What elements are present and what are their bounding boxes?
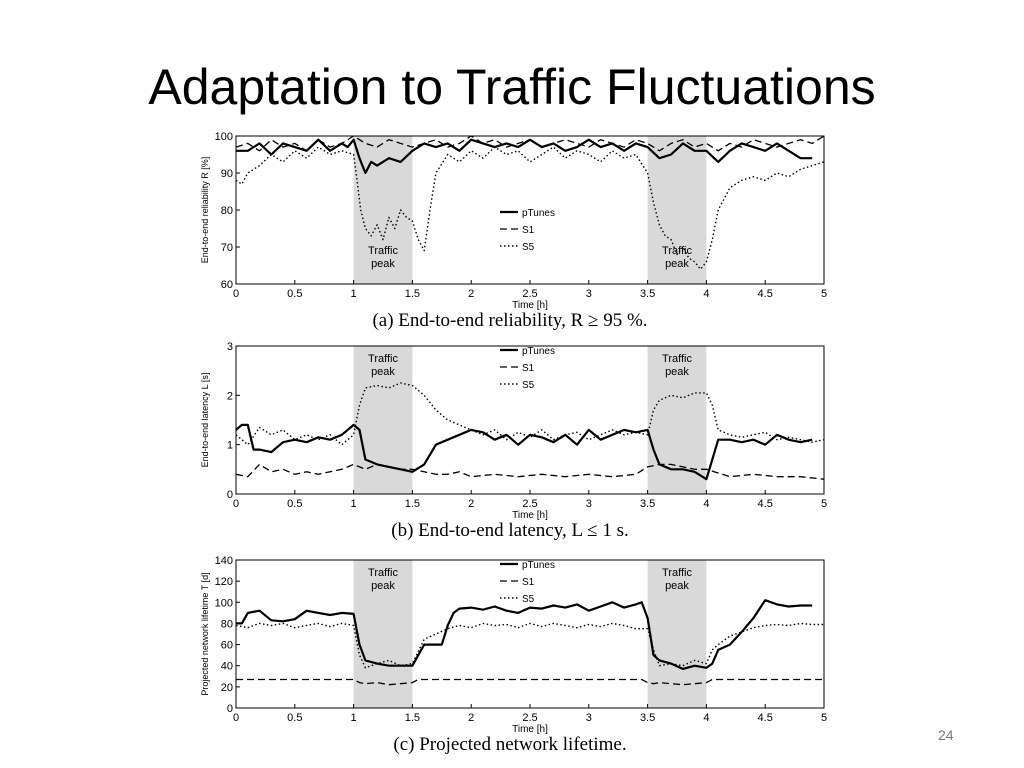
reliability-caption: (a) End-to-end reliability, R ≥ 95 %.	[372, 310, 648, 331]
x-tick-label: 1	[351, 712, 357, 724]
series-line-ptunes	[236, 138, 813, 175]
x-tick-label: 0.5	[287, 288, 302, 300]
latency-caption: (b) End-to-end latency, L ≤ 1 s.	[391, 520, 629, 541]
x-tick-label: 0.5	[287, 712, 302, 724]
series-line-ptunes	[236, 599, 813, 671]
x-tick-label: 1.5	[405, 712, 420, 724]
y-tick-label: 60	[221, 279, 233, 291]
y-axis-label: End-to-end reliability R [%]	[200, 157, 210, 264]
x-tick-label: 2	[468, 288, 474, 300]
y-tick-label: 70	[221, 242, 233, 254]
x-tick-label: 4.5	[758, 498, 773, 510]
x-tick-label: 2.5	[522, 498, 537, 510]
x-tick-label: 1	[351, 498, 357, 510]
y-tick-label: 140	[215, 555, 233, 567]
x-tick-label: 4	[703, 288, 709, 300]
legend-label-s1: S1	[522, 225, 535, 236]
legend-label-ptunes: pTunes	[522, 560, 555, 571]
traffic-peak-label: peak	[371, 580, 395, 592]
x-axis-label: Time [h]	[512, 724, 548, 735]
x-tick-label: 4.5	[758, 712, 773, 724]
lifetime-caption: (c) Projected network lifetime.	[393, 734, 627, 755]
panel-reliability: Traffic peak Traffic peak 0 0.5 1 1.5 2 2.5 3 3.5 4 4…	[180, 131, 840, 332]
y-tick-label: 0	[227, 489, 233, 501]
x-tick-label: 0	[233, 288, 239, 300]
traffic-peak-label: Traffic	[368, 353, 398, 365]
x-tick-label: 4	[703, 498, 709, 510]
y-tick-label: 0	[227, 703, 233, 715]
y-tick-label: 100	[215, 597, 233, 609]
traffic-peak-label: peak	[665, 258, 689, 270]
traffic-peak-label: peak	[371, 258, 395, 270]
x-tick-label: 2	[468, 498, 474, 510]
x-tick-label: 3.5	[640, 288, 655, 300]
y-tick-label: 120	[215, 576, 233, 588]
legend-label-s1: S1	[522, 577, 535, 588]
slide-title: Adaptation to Traffic Fluctuations	[148, 59, 876, 115]
series-line-s5	[235, 622, 824, 669]
x-tick-label: 3.5	[640, 498, 655, 510]
y-tick-label: 100	[215, 131, 233, 143]
legend-label-s5: S5	[522, 594, 535, 605]
x-tick-label: 4.5	[758, 288, 773, 300]
series-line-s1	[235, 463, 825, 480]
legend-label-ptunes: pTunes	[522, 208, 555, 219]
traffic-peak-region	[647, 136, 707, 284]
traffic-peak-label: peak	[371, 366, 395, 378]
x-tick-label: 5	[821, 288, 827, 300]
page-number: 24	[938, 727, 954, 743]
x-axis-label: Time [h]	[512, 510, 548, 521]
x-tick-label: 2	[468, 712, 474, 724]
y-tick-label: 20	[221, 682, 233, 694]
panel-latency: Traffic peak Traffic peak 0 0.5 1 1.5 2 2.5 3 3.5 4 4…	[180, 341, 840, 542]
x-tick-label: 1.5	[405, 498, 420, 510]
legend-label-s5: S5	[522, 380, 535, 391]
traffic-peak-label: Traffic	[662, 567, 692, 579]
x-tick-label: 3.5	[640, 712, 655, 724]
traffic-peak-label: Traffic	[662, 245, 692, 257]
legend-label-s1: S1	[522, 363, 535, 374]
traffic-peak-label: Traffic	[368, 567, 398, 579]
x-tick-label: 3	[586, 498, 592, 510]
series-line-s1	[235, 135, 825, 152]
y-tick-label: 2	[227, 390, 233, 402]
x-tick-label: 5	[821, 498, 827, 510]
y-tick-label: 90	[221, 168, 233, 180]
legend-label-s5: S5	[522, 242, 535, 253]
x-tick-label: 2.5	[522, 288, 537, 300]
y-tick-label: 40	[221, 661, 233, 673]
traffic-peak-label: Traffic	[662, 353, 692, 365]
series-line-s5	[235, 146, 825, 270]
y-tick-label: 60	[221, 640, 233, 652]
series-line-s1	[236, 678, 824, 686]
y-tick-label: 1	[227, 440, 233, 452]
x-tick-label: 4	[703, 712, 709, 724]
x-tick-label: 0	[233, 498, 239, 510]
x-tick-label: 3	[586, 712, 592, 724]
traffic-peak-label: Traffic	[368, 245, 398, 257]
y-axis-label: End-to-end latency L [s]	[200, 373, 210, 468]
x-tick-label: 1.5	[405, 288, 420, 300]
x-tick-label: 2.5	[522, 712, 537, 724]
y-tick-label: 80	[221, 618, 233, 630]
series-line-s5	[235, 382, 825, 446]
traffic-peak-label: peak	[665, 580, 689, 592]
panel-lifetime: Traffic peak Traffic peak 0 0.5 1 1.5 2 2.5 3 3.5 4 4…	[180, 555, 840, 756]
y-tick-label: 3	[227, 341, 233, 353]
x-tick-label: 3	[586, 288, 592, 300]
x-tick-label: 0	[233, 712, 239, 724]
traffic-peak-label: peak	[665, 366, 689, 378]
y-axis-label: Projected network lifetime T [d]	[200, 572, 210, 695]
y-tick-label: 80	[221, 205, 233, 217]
legend-label-ptunes: pTunes	[522, 346, 555, 357]
series-line-ptunes	[235, 423, 813, 481]
x-tick-label: 5	[821, 712, 827, 724]
x-tick-label: 1	[351, 288, 357, 300]
x-tick-label: 0.5	[287, 498, 302, 510]
x-axis-label: Time [h]	[512, 300, 548, 311]
